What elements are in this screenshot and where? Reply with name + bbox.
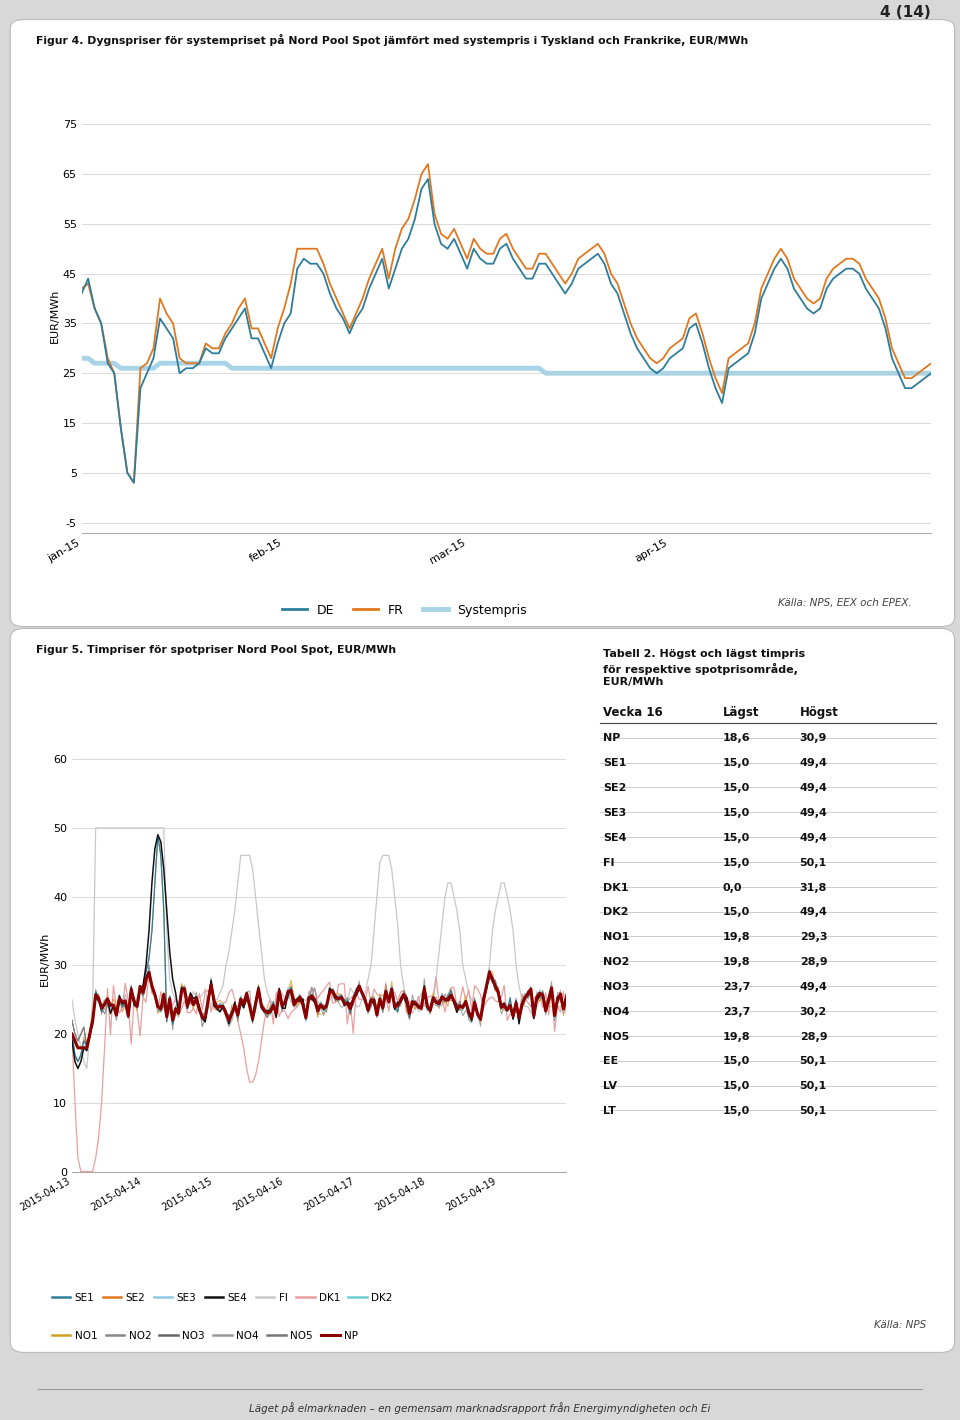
Text: 15,0: 15,0 [723,832,750,843]
Text: 15,0: 15,0 [723,1106,750,1116]
Text: för respektive spotprisområde,: för respektive spotprisområde, [603,663,798,676]
Systempris [612,365,623,382]
Text: Källa: NPS, EEX och EPEX.: Källa: NPS, EEX och EPEX. [779,598,912,608]
Text: 28,9: 28,9 [800,1031,828,1042]
Text: LT: LT [603,1106,615,1116]
Systempris [709,365,721,382]
Text: 15,0: 15,0 [723,758,750,768]
Text: 15,0: 15,0 [723,1056,750,1066]
Text: Högst: Högst [800,706,838,719]
DE [76,285,87,302]
FancyBboxPatch shape [11,629,954,1352]
Text: 30,9: 30,9 [800,733,828,744]
Text: Källa: NPS: Källa: NPS [875,1319,926,1329]
DE [128,474,139,491]
Text: 18,6: 18,6 [723,733,751,744]
Text: LV: LV [603,1082,617,1092]
Text: 15,0: 15,0 [723,1082,750,1092]
Text: DK1: DK1 [603,882,629,893]
FR [76,280,87,297]
Text: SE3: SE3 [603,808,626,818]
Legend: DE, FR, Systempris: DE, FR, Systempris [276,599,532,622]
FR [350,305,362,322]
Text: EUR/MWh: EUR/MWh [603,677,663,687]
Systempris [108,355,120,372]
Text: Lägst: Lägst [723,706,759,719]
DE [350,310,362,327]
Line: FR: FR [82,165,931,483]
Text: 28,9: 28,9 [800,957,828,967]
DE [736,349,748,366]
Text: Tabell 2. Högst och lägst timpris: Tabell 2. Högst och lägst timpris [603,649,805,659]
FR [520,260,532,277]
DE [422,170,434,187]
FR [160,305,173,322]
Text: 50,1: 50,1 [800,1056,827,1066]
Systempris [566,365,578,382]
Text: 19,8: 19,8 [723,1031,751,1042]
FR [396,220,408,237]
FR [416,166,427,183]
Text: 49,4: 49,4 [800,784,828,794]
Text: 0,0: 0,0 [723,882,742,893]
Text: Figur 5. Timpriser för spotpriser Nord Pool Spot, EUR/MWh: Figur 5. Timpriser för spotpriser Nord P… [36,645,396,655]
Text: 19,8: 19,8 [723,932,751,943]
Y-axis label: EUR/MWh: EUR/MWh [50,288,60,344]
Text: NO4: NO4 [603,1007,630,1017]
Systempris [76,349,87,366]
Text: Läget på elmarknaden – en gemensam marknadsrapport från Energimyndigheten och Ei: Läget på elmarknaden – en gemensam markn… [250,1403,710,1414]
Text: SE4: SE4 [603,832,626,843]
Text: EE: EE [603,1056,618,1066]
Systempris [742,365,754,382]
Text: 50,1: 50,1 [800,1082,827,1092]
Legend: NO1, NO2, NO3, NO4, NO5, NP: NO1, NO2, NO3, NO4, NO5, NP [48,1326,362,1345]
Text: SE1: SE1 [603,758,626,768]
Text: NO5: NO5 [603,1031,629,1042]
Systempris [925,365,937,382]
Text: 49,4: 49,4 [800,907,828,917]
Text: 49,4: 49,4 [800,808,828,818]
DE [925,365,937,382]
Text: 30,2: 30,2 [800,1007,827,1017]
Text: 19,8: 19,8 [723,957,751,967]
Text: 4 (14): 4 (14) [880,4,931,20]
Text: 49,4: 49,4 [800,983,828,993]
Text: 49,4: 49,4 [800,758,828,768]
Text: FI: FI [603,858,614,868]
Text: 15,0: 15,0 [723,858,750,868]
Text: SE2: SE2 [603,784,626,794]
Text: 49,4: 49,4 [800,832,828,843]
Y-axis label: EUR/MWh: EUR/MWh [40,932,50,985]
Text: 15,0: 15,0 [723,784,750,794]
Line: Systempris: Systempris [82,358,931,373]
Text: 23,7: 23,7 [723,983,751,993]
Line: DE: DE [82,179,931,483]
Text: NO1: NO1 [603,932,629,943]
Text: 31,8: 31,8 [800,882,828,893]
Systempris [227,359,238,376]
FR [422,156,434,173]
DE [160,320,173,337]
FR [128,474,139,491]
FR [925,355,937,372]
FancyBboxPatch shape [11,20,954,626]
Text: 23,7: 23,7 [723,1007,751,1017]
Text: DK2: DK2 [603,907,629,917]
DE [520,270,532,287]
Systempris [540,365,551,382]
Text: Vecka 16: Vecka 16 [603,706,662,719]
DE [416,180,427,197]
Text: 15,0: 15,0 [723,907,750,917]
Text: 15,0: 15,0 [723,808,750,818]
FR [736,339,748,356]
DE [396,240,408,257]
Text: 50,1: 50,1 [800,858,827,868]
Text: NP: NP [603,733,620,744]
Text: 29,3: 29,3 [800,932,828,943]
Text: NO2: NO2 [603,957,629,967]
Text: NO3: NO3 [603,983,629,993]
Text: 50,1: 50,1 [800,1106,827,1116]
Text: Figur 4. Dygnspriser för systempriset på Nord Pool Spot jämfört med systempris i: Figur 4. Dygnspriser för systempriset på… [36,34,748,47]
